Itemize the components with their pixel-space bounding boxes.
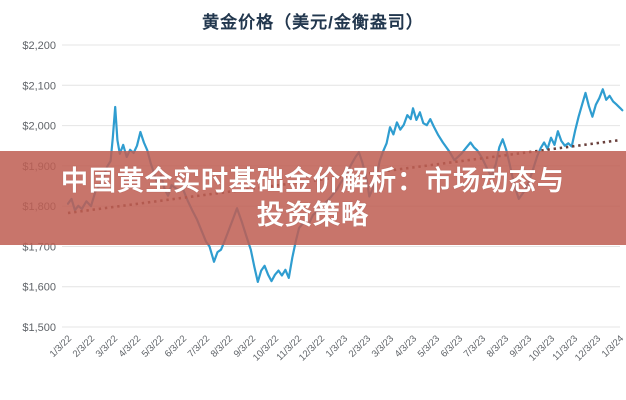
headline-overlay: 中国黄全实时基础金价解析：市场动态与 投资策略 [0, 151, 626, 245]
x-axis-tick-label: 2/3/22 [71, 333, 97, 359]
x-axis-tick-label: 10/3/23 [527, 333, 557, 363]
x-axis-tick-label: 10/3/22 [251, 333, 281, 363]
y-axis-tick-label: $2,200 [22, 40, 56, 52]
x-axis-tick-label: 8/3/23 [485, 333, 511, 359]
x-axis-tick-label: 5/3/22 [140, 333, 166, 359]
x-axis-tick-label: 4/3/22 [117, 333, 143, 359]
x-axis-tick-label: 6/3/22 [163, 333, 189, 359]
y-axis-tick-label: $2,000 [22, 121, 56, 133]
x-axis-tick-label: 8/3/22 [209, 333, 235, 359]
headline-line-2: 投资策略 [257, 200, 369, 230]
headline-line-1: 中国黄全实时基础金价解析：市场动态与 [61, 166, 565, 196]
x-axis-tick-label: 1/3/24 [600, 333, 626, 359]
x-axis-tick-label: 2/3/23 [347, 333, 373, 359]
x-axis-tick-label: 3/3/23 [370, 333, 396, 359]
x-axis-tick-label: 1/3/22 [48, 333, 74, 359]
x-axis-tick-label: 5/3/23 [416, 333, 442, 359]
x-axis-tick-label: 7/3/22 [186, 333, 212, 359]
chart-title: 黄金价格（美元/金衡盎司） [202, 13, 424, 32]
x-axis-tick-label: 3/3/22 [94, 333, 120, 359]
x-axis-tick-label: 1/3/23 [324, 333, 350, 359]
y-axis-tick-label: $2,100 [22, 80, 56, 92]
x-axis-tick-label: 12/3/22 [297, 333, 327, 363]
x-axis-tick-label: 6/3/23 [439, 333, 465, 359]
x-axis-tick-label: 4/3/23 [393, 333, 419, 359]
y-axis-tick-label: $1,600 [22, 282, 56, 294]
x-axis-tick-label: 12/3/23 [573, 333, 603, 363]
y-axis-tick-label: $1,500 [22, 322, 56, 334]
x-axis-tick-label: 7/3/23 [462, 333, 488, 359]
